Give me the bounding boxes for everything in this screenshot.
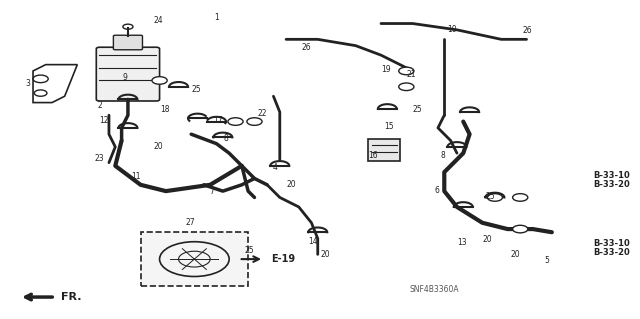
Text: 21: 21	[406, 70, 416, 79]
Circle shape	[247, 118, 262, 125]
FancyBboxPatch shape	[96, 47, 159, 101]
Text: 13: 13	[457, 238, 467, 247]
FancyBboxPatch shape	[113, 35, 143, 50]
Circle shape	[399, 67, 414, 75]
Text: 7: 7	[210, 187, 214, 196]
Bar	[141, 232, 248, 286]
Text: B-33-10: B-33-10	[593, 239, 630, 248]
Circle shape	[399, 83, 414, 91]
Circle shape	[513, 194, 528, 201]
Text: 15: 15	[384, 122, 394, 131]
Text: 4: 4	[272, 163, 277, 172]
Text: 3: 3	[26, 79, 31, 88]
Text: 17: 17	[213, 116, 223, 125]
Text: 5: 5	[545, 256, 549, 264]
Text: 16: 16	[369, 151, 378, 160]
Text: 24: 24	[154, 17, 163, 26]
Text: 6: 6	[435, 186, 439, 195]
Text: 9: 9	[123, 73, 128, 82]
Text: E-19: E-19	[271, 254, 295, 264]
Text: 26: 26	[523, 26, 532, 35]
Text: B-33-20: B-33-20	[593, 248, 630, 257]
Text: 20: 20	[321, 250, 330, 259]
Text: 20: 20	[286, 180, 296, 189]
Text: 8: 8	[441, 151, 445, 160]
Text: 27: 27	[185, 218, 195, 226]
Text: SNF4B3360A: SNF4B3360A	[410, 285, 460, 294]
Text: 25: 25	[244, 246, 254, 255]
Text: 12: 12	[99, 116, 109, 125]
Circle shape	[152, 77, 167, 84]
Text: B-33-10: B-33-10	[593, 171, 630, 180]
Text: 19: 19	[381, 65, 391, 74]
Text: 2: 2	[97, 101, 102, 110]
Text: 20: 20	[154, 142, 163, 151]
Text: 8: 8	[223, 134, 228, 144]
Circle shape	[487, 194, 502, 201]
Text: 11: 11	[131, 172, 140, 182]
Text: 20: 20	[510, 250, 520, 259]
Circle shape	[228, 118, 243, 125]
Circle shape	[513, 225, 528, 233]
Text: 23: 23	[95, 154, 104, 163]
Text: 18: 18	[160, 105, 170, 114]
Text: 26: 26	[301, 43, 311, 52]
Text: 25: 25	[191, 85, 201, 94]
Text: 25: 25	[485, 192, 495, 201]
Text: 20: 20	[483, 235, 492, 244]
Text: 10: 10	[447, 25, 457, 34]
Text: 1: 1	[214, 13, 219, 22]
Text: 25: 25	[413, 105, 422, 114]
Bar	[369, 139, 400, 161]
Text: FR.: FR.	[61, 292, 82, 302]
Text: 14: 14	[308, 237, 317, 246]
Text: B-33-20: B-33-20	[593, 180, 630, 189]
Text: 22: 22	[257, 109, 267, 118]
